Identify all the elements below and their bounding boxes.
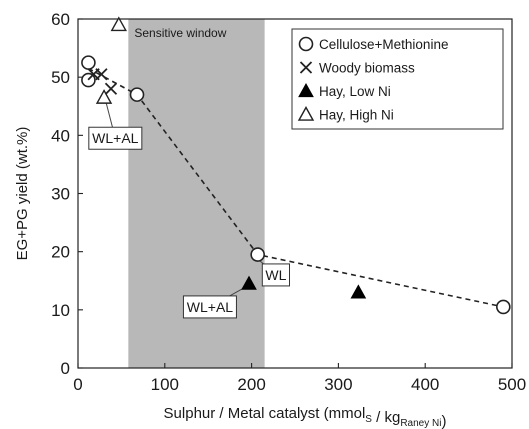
x-tick-label: 0: [73, 375, 82, 394]
x-tick-label: 100: [151, 375, 179, 394]
data-point-series-2: [350, 284, 367, 299]
x-axis-title: Sulphur / Metal catalyst (mmolS / kgRane…: [164, 405, 447, 429]
annotation-layer: WL+AL WL WL+AL: [88, 94, 291, 319]
y-axis-title: EG+PG yield (wt.%): [14, 127, 31, 261]
data-point-series-1: [95, 68, 108, 81]
data-point-series-3: [110, 16, 127, 32]
callout-label: WL+AL: [187, 299, 234, 315]
callout-box: [182, 295, 237, 319]
data-point-series-0: [81, 55, 96, 70]
x-tick-label: 300: [324, 375, 352, 394]
y-tick-label: 20: [51, 243, 70, 262]
legend-box: [291, 28, 504, 130]
y-tick-label: 0: [61, 359, 70, 378]
y-tick-label: 50: [51, 68, 70, 87]
x-axis-title-part: / kg: [372, 409, 400, 426]
legend: Cellulose+Methionine Woody biomass Hay, Lo…: [291, 28, 504, 130]
data-point-layer: [81, 16, 511, 315]
y-tick-label: 40: [51, 126, 70, 145]
legend-entry: Hay, High Ni: [319, 108, 394, 123]
sensitive-window-label: Sensitive window: [134, 26, 226, 40]
legend-entry: Cellulose+Methionine: [319, 37, 448, 52]
legend-marker: [298, 82, 314, 98]
x-axis-title-part: Raney Ni: [400, 418, 441, 429]
trend-line-layer: [88, 67, 504, 308]
data-point-series-0: [129, 87, 145, 102]
callout-label: WL: [265, 267, 286, 283]
data-point-series-0: [496, 299, 511, 315]
data-point-series-3: [95, 89, 113, 104]
x-axis-title-part: Sulphur / Metal catalyst (mmol: [164, 405, 366, 422]
x-axis-title-part: S: [365, 414, 372, 425]
x-axis-title-part: ): [441, 413, 446, 429]
legend-marker: [299, 61, 313, 74]
x-tick-label: 200: [237, 375, 265, 394]
axis-titles: Sulphur / Metal catalyst (mmolS / kgRane…: [14, 127, 446, 429]
data-point-series-2: [241, 275, 257, 290]
callout-label: WL+AL: [92, 130, 139, 146]
legend-marker: [298, 36, 314, 52]
x-tick-label: 500: [498, 375, 526, 394]
tick-layer: 0 100 200 300 400 500 0 10 20 30 40 50 60: [51, 10, 526, 394]
legend-entry: Woody biomass: [319, 61, 415, 76]
data-point-series-0: [250, 247, 265, 262]
legend-marker: [297, 106, 315, 121]
y-tick-label: 10: [51, 301, 70, 320]
callout-box: [261, 263, 291, 287]
callout-box: [88, 126, 143, 150]
y-tick-label: 60: [51, 10, 70, 29]
legend-entry: Hay, Low Ni: [319, 84, 391, 99]
trend-line-0: [88, 67, 504, 308]
y-tick-label: 30: [51, 185, 70, 204]
data-point-series-1: [104, 82, 118, 95]
x-tick-label: 400: [411, 375, 439, 394]
